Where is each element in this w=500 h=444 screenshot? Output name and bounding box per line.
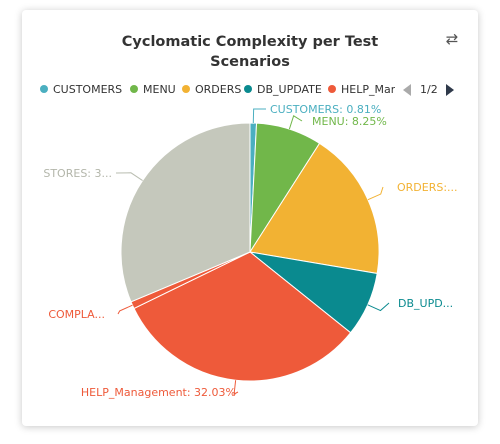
legend-dot — [130, 85, 138, 93]
legend: CUSTOMERS MENU ORDERS DB_UPDATE HELP_Man… — [40, 81, 460, 99]
leader-line — [288, 115, 303, 130]
slice-label: DB_UPD... — [398, 297, 453, 310]
legend-label: CUSTOMERS — [53, 83, 123, 96]
legend-page-indicator: 1/2 — [420, 83, 438, 96]
chart-title-line-1: Cyclomatic Complexity per Test — [121, 34, 379, 50]
pie-slice-stores[interactable] — [120, 122, 251, 303]
legend-prev-page-icon[interactable] — [403, 84, 411, 96]
leader-line — [252, 108, 267, 124]
slice-label: CUSTOMERS: 0.81% — [270, 103, 381, 116]
legend-label: HELP_Mana — [341, 83, 395, 96]
legend-dot — [244, 85, 252, 93]
legend-item-db-update[interactable]: DB_UPDATE — [244, 81, 322, 99]
legend-item-menu[interactable]: MENU — [130, 81, 176, 99]
leader-line — [117, 304, 133, 315]
leader-line — [115, 172, 143, 181]
legend-label: MENU — [143, 83, 176, 96]
leader-line — [233, 380, 239, 396]
legend-dot — [328, 85, 336, 93]
chart-title: Cyclomatic Complexity per Test Scenarios — [22, 32, 478, 72]
legend-item-help-management[interactable]: HELP_Mana — [328, 81, 395, 99]
slice-label: COMPLA... — [48, 308, 105, 321]
legend-item-orders[interactable]: ORDERS — [182, 81, 241, 99]
slice-label: STORES: 3... — [43, 167, 112, 180]
slice-label: MENU: 8.25% — [312, 115, 387, 128]
chart-title-line-2: Scenarios — [210, 54, 290, 70]
legend-dot — [40, 85, 48, 93]
slice-label: ORDERS:... — [397, 181, 458, 194]
legend-label: DB_UPDATE — [257, 83, 322, 96]
legend-next-page-icon[interactable] — [446, 84, 454, 96]
leader-line — [367, 186, 384, 201]
swap-arrows-icon[interactable]: ⇄ — [445, 30, 459, 48]
leader-line — [367, 302, 390, 312]
legend-item-customers[interactable]: CUSTOMERS — [40, 81, 122, 99]
slice-label: HELP_Management: 32.03% — [81, 386, 236, 399]
legend-label: ORDERS — [195, 83, 242, 96]
legend-dot — [182, 85, 190, 93]
pie-slice-orders[interactable] — [249, 142, 380, 275]
